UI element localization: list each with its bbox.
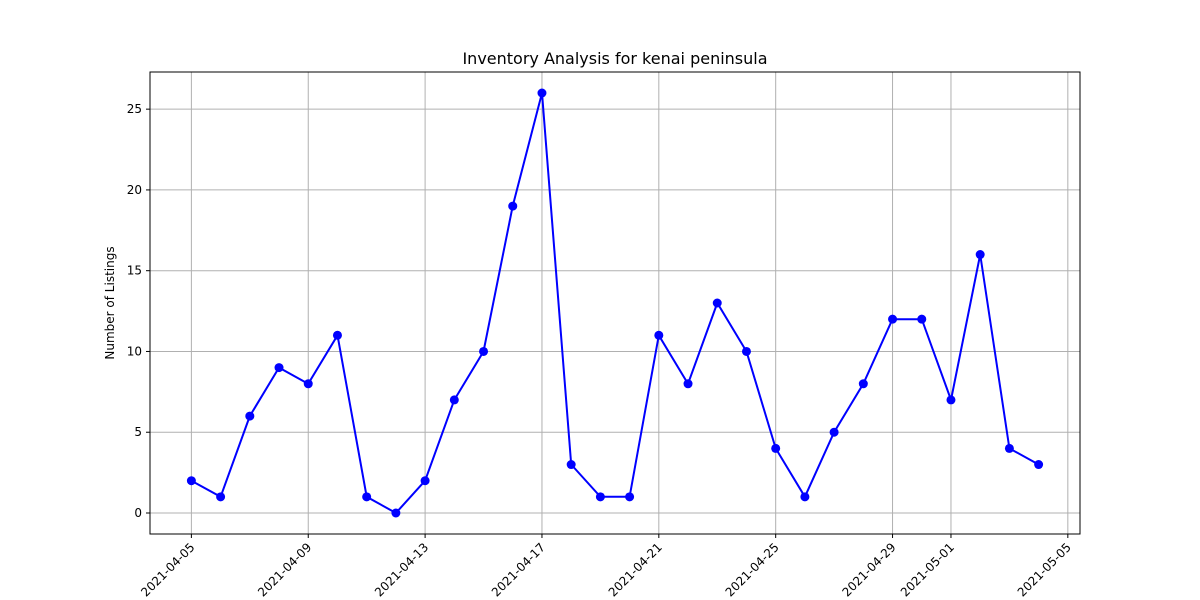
data-point: [800, 492, 810, 502]
data-point: [683, 379, 693, 389]
data-point: [917, 314, 927, 324]
data-point: [829, 427, 839, 437]
data-point: [771, 443, 781, 453]
data-point: [479, 346, 489, 356]
y-tick-label: 20: [127, 183, 142, 197]
data-point: [858, 379, 868, 389]
y-axis-label: Number of Listings: [103, 246, 117, 359]
data-point: [508, 201, 518, 211]
data-point: [946, 395, 956, 405]
data-point: [975, 250, 985, 260]
y-tick-label: 10: [127, 344, 142, 358]
data-point: [362, 492, 372, 502]
data-point: [712, 298, 722, 308]
plot-area-frame: [149, 71, 1081, 535]
y-tick-label: 0: [134, 506, 142, 520]
series-markers: [186, 88, 1044, 518]
data-point: [216, 492, 226, 502]
y-tick-label: 5: [134, 425, 142, 439]
data-point: [303, 379, 313, 389]
grid-lines: [150, 72, 1080, 534]
data-point: [537, 88, 547, 98]
series-line: [190, 92, 1040, 515]
data-point: [420, 476, 430, 486]
y-tick-label: 15: [127, 264, 142, 278]
data-point: [186, 476, 196, 486]
y-tick-label: 25: [127, 102, 142, 116]
data-point: [595, 492, 605, 502]
chart-title: Inventory Analysis for kenai peninsula: [462, 49, 767, 68]
data-point: [245, 411, 255, 421]
data-point: [1034, 460, 1044, 470]
data-point: [391, 508, 401, 518]
data-point: [1004, 443, 1014, 453]
data-point: [741, 346, 751, 356]
data-point: [888, 314, 898, 324]
data-point: [332, 330, 342, 340]
data-point: [274, 363, 284, 373]
y-axis: 0 5 10 15 20 25: [127, 102, 150, 520]
data-point: [654, 330, 664, 340]
data-point: [449, 395, 459, 405]
data-point: [566, 460, 576, 470]
data-point: [625, 492, 635, 502]
